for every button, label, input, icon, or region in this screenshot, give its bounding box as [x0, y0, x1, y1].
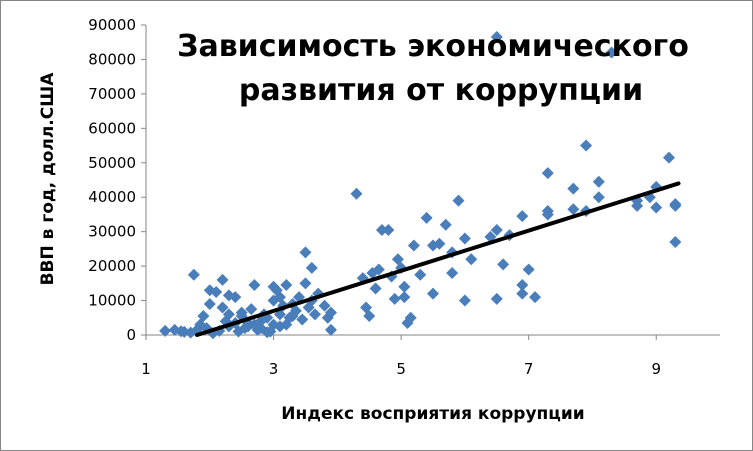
x-tick-label: 9 [651, 360, 661, 378]
y-tick-label: 50000 [88, 154, 136, 172]
data-point [299, 277, 312, 290]
data-point [229, 291, 242, 304]
data-point [516, 210, 529, 223]
data-point [592, 175, 605, 188]
data-point [197, 310, 210, 323]
data-point [398, 280, 411, 293]
data-point [567, 203, 580, 216]
data-point [187, 268, 200, 281]
data-point [296, 313, 309, 326]
x-tick-label: 1 [141, 360, 151, 378]
data-point [414, 268, 427, 281]
data-point [203, 298, 216, 310]
data-point [407, 239, 420, 252]
data-point [210, 285, 223, 298]
data-point [452, 194, 465, 207]
data-point [497, 258, 510, 271]
data-point [372, 263, 385, 276]
data-point [369, 282, 382, 295]
data-point [318, 299, 331, 312]
x-tick-label: 7 [524, 360, 534, 378]
data-point [592, 191, 605, 204]
data-point [398, 291, 411, 304]
data-point [248, 279, 261, 292]
y-tick-label: 90000 [88, 16, 136, 34]
data-point [541, 167, 554, 180]
data-point [375, 223, 388, 236]
data-point [286, 310, 299, 323]
data-points [159, 31, 682, 340]
x-axis-ticks: 1 3 5 7 9 [141, 335, 661, 378]
y-tick-label: 30000 [88, 223, 136, 241]
y-tick-label: 60000 [88, 119, 136, 137]
chart-title-line-1: Зависимость экономического [177, 29, 689, 64]
data-point [280, 279, 293, 292]
data-point [235, 306, 248, 319]
y-tick-label: 20000 [88, 257, 136, 275]
x-axis-title: Индекс восприятия коррупции [281, 404, 584, 424]
data-point [490, 31, 503, 44]
data-point [662, 151, 675, 164]
data-point [669, 199, 682, 212]
data-point [669, 236, 682, 248]
data-point [216, 273, 229, 286]
data-point [324, 306, 337, 319]
data-point [382, 223, 395, 236]
y-tick-label: 40000 [88, 188, 136, 206]
data-point [490, 223, 503, 236]
data-point [433, 237, 446, 250]
trendline [195, 181, 681, 337]
data-point [350, 187, 363, 200]
data-point [159, 324, 172, 337]
data-point [516, 287, 529, 300]
data-point [216, 301, 229, 314]
data-point [305, 261, 318, 274]
data-point [267, 318, 280, 331]
data-point [420, 211, 433, 224]
data-point [446, 267, 459, 279]
axes [145, 25, 720, 336]
data-point [404, 311, 417, 324]
data-point [254, 322, 267, 335]
data-point [605, 46, 618, 59]
data-point [567, 182, 580, 195]
data-point [541, 208, 554, 221]
data-point [446, 246, 459, 259]
data-point [309, 308, 322, 321]
data-point [388, 292, 401, 305]
data-point [439, 218, 452, 231]
y-tick-label: 10000 [88, 292, 136, 310]
data-point [458, 232, 471, 245]
y-tick-label: 0 [126, 326, 136, 344]
data-point [458, 294, 471, 307]
data-point [245, 303, 258, 316]
data-point [522, 263, 535, 276]
data-point [363, 310, 376, 323]
data-point [529, 291, 542, 304]
chart-title-line-2: развития от коррупции [239, 73, 643, 108]
data-point [222, 308, 235, 321]
data-point [465, 253, 478, 266]
data-point [650, 201, 663, 214]
y-tick-label: 70000 [88, 85, 136, 103]
y-tick-label: 80000 [88, 50, 136, 68]
data-point [580, 139, 593, 152]
data-point [299, 246, 312, 259]
y-axis-title: ВВП в год, долл.США [38, 72, 58, 286]
data-point [427, 287, 439, 300]
x-tick-label: 5 [396, 360, 406, 378]
y-axis-ticks: 0 10000 20000 30000 40000 50000 60000 70000 8000… [88, 16, 146, 344]
x-tick-label: 3 [269, 360, 279, 378]
data-point [490, 292, 503, 305]
data-point [516, 279, 529, 292]
data-point [324, 323, 337, 336]
